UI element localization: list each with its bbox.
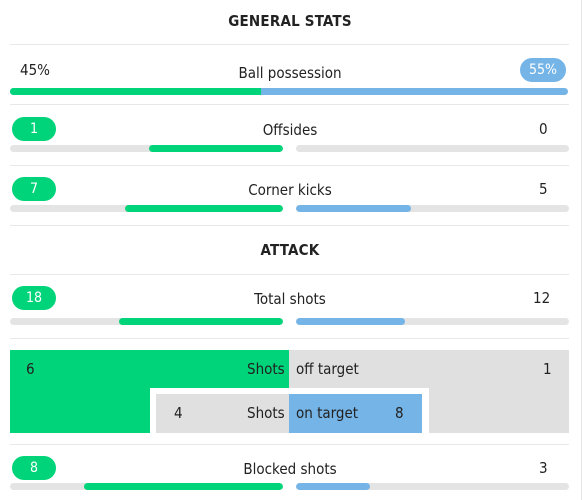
offsides-label: Offsides xyxy=(262,121,318,139)
total-shots-label: Total shots xyxy=(254,290,326,308)
corners-away-value: 5 xyxy=(539,180,548,198)
blocked-away-fill xyxy=(296,483,370,490)
section-title-general: GENERAL STATS xyxy=(228,12,352,30)
offsides-away-bar xyxy=(296,145,569,152)
offsides-away-value: 0 xyxy=(539,120,548,138)
offsides-home-bar xyxy=(10,145,283,152)
divider xyxy=(10,444,569,445)
blocked-label: Blocked shots xyxy=(243,460,337,478)
blocked-home-bar xyxy=(10,483,283,490)
corners-label: Corner kicks xyxy=(248,181,332,199)
total-shots-away-value: 12 xyxy=(533,289,551,307)
blocked-away-bar xyxy=(296,483,569,490)
shots-target-block: 6 Shots off target 1 4 Shots on target 8 xyxy=(10,350,569,433)
shots-on-label-right: on target xyxy=(296,404,359,422)
offsides-home-pill: 1 xyxy=(12,117,56,141)
total-shots-home-fill xyxy=(119,318,283,325)
blocked-away-value: 3 xyxy=(539,459,548,477)
corners-away-bar xyxy=(296,205,569,212)
blocked-home-fill xyxy=(83,483,283,490)
shots-off-label-left: Shots xyxy=(247,360,285,378)
total-shots-away-bar xyxy=(296,318,569,325)
total-shots-home-bar xyxy=(10,318,283,325)
corners-home-pill: 7 xyxy=(12,177,56,201)
total-shots-home-pill: 18 xyxy=(12,286,56,310)
shots-on-away-area xyxy=(289,394,422,433)
possession-away-pill: 55% xyxy=(520,58,566,82)
possession-bar xyxy=(10,88,568,95)
total-shots-away-fill xyxy=(296,318,406,325)
shots-on-home-area xyxy=(156,394,289,433)
divider xyxy=(10,338,569,339)
blocked-home-pill: 8 xyxy=(12,456,56,480)
shots-on-away-value: 8 xyxy=(395,404,404,422)
shots-on-home-value: 4 xyxy=(174,404,183,422)
corners-home-fill xyxy=(124,205,283,212)
shots-off-away-value: 1 xyxy=(543,360,552,378)
divider xyxy=(10,44,569,45)
divider xyxy=(10,225,569,226)
section-title-attack: ATTACK xyxy=(260,241,320,259)
corners-home-bar xyxy=(10,205,283,212)
possession-label: Ball possession xyxy=(238,64,342,82)
corners-away-fill xyxy=(296,205,411,212)
divider xyxy=(10,165,569,166)
divider xyxy=(10,104,569,105)
shots-on-label-left: Shots xyxy=(247,404,285,422)
offsides-home-fill xyxy=(149,145,283,152)
divider xyxy=(10,274,569,275)
shots-off-home-value: 6 xyxy=(26,360,35,378)
shots-off-label-right: off target xyxy=(296,360,359,378)
possession-home-value: 45% xyxy=(20,61,50,79)
possession-home-fill xyxy=(10,88,262,95)
